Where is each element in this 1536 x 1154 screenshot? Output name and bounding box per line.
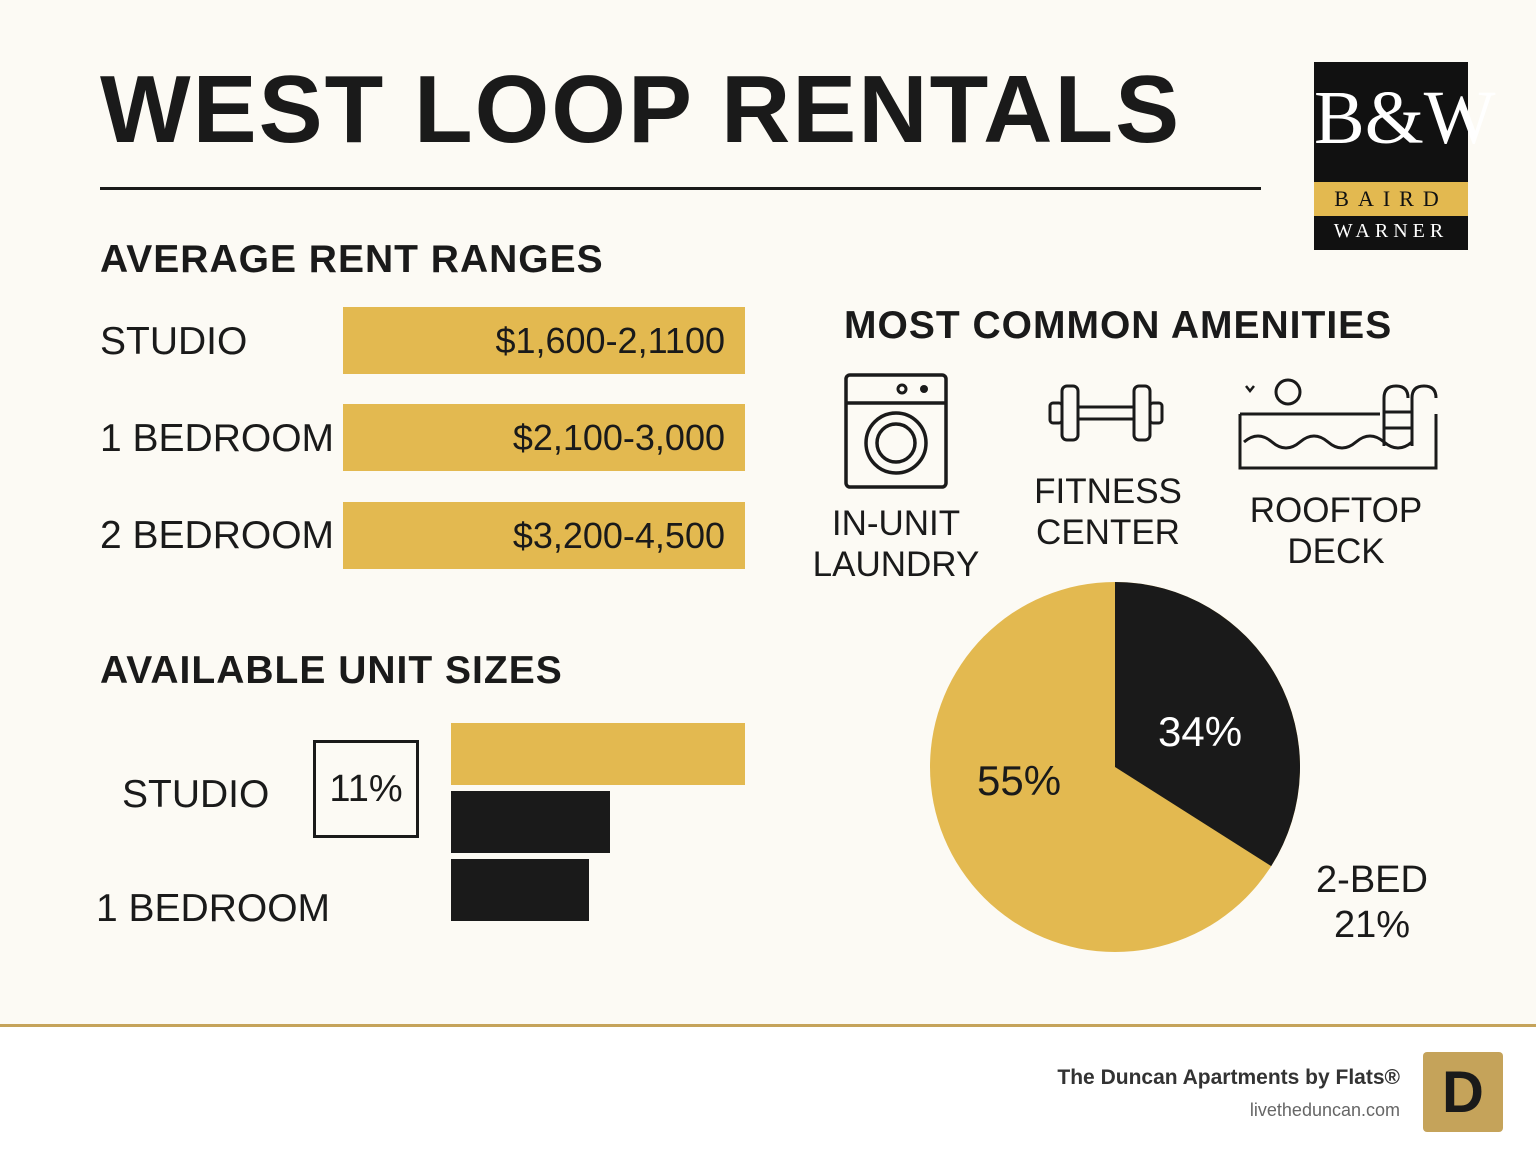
- amenity-label-laundry: IN-UNIT LAUNDRY: [812, 504, 980, 585]
- duncan-logo: D: [1423, 1052, 1503, 1132]
- sizes-label-studio: STUDIO: [122, 773, 270, 816]
- dumbbell-icon: [1048, 384, 1164, 442]
- pie-outside-line1: 2-BED: [1316, 859, 1428, 901]
- baird-warner-logo: B&W BAIRD WARNER: [1314, 62, 1496, 250]
- washing-machine-icon: [844, 373, 948, 489]
- sizes-heading: AVAILABLE UNIT SIZES: [100, 649, 563, 692]
- amenity-label-rooftop: ROOFTOP DECK: [1249, 491, 1423, 572]
- rent-value-1bed: $2,100-3,000: [512, 416, 725, 458]
- logo-line1: BAIRD: [1314, 182, 1468, 216]
- rent-value-2bed: $3,200-4,500: [512, 514, 725, 556]
- amenity-label-fitness: FITNESS CENTER: [1034, 472, 1182, 553]
- footer: [0, 1027, 1536, 1154]
- footer-name: The Duncan Apartments by Flats®: [1057, 1066, 1400, 1089]
- unit-size-bars: [451, 723, 745, 921]
- page-title: WEST LOOP RENTALS: [100, 56, 1182, 163]
- unit-size-bar: [451, 723, 745, 785]
- pie-label-gold: 55%: [977, 757, 1062, 804]
- footer-url[interactable]: livetheduncan.com: [1249, 1100, 1400, 1120]
- pie-slice-black: [1115, 582, 1300, 867]
- unit-size-bar: [451, 859, 589, 921]
- rent-value-studio: $1,600-2,1100: [495, 319, 725, 361]
- unit-size-bar: [451, 791, 610, 853]
- title-divider: [100, 187, 1261, 190]
- rent-label-1bed: 1 BEDROOM: [100, 417, 335, 460]
- logo-monogram: B&W: [1314, 76, 1496, 160]
- sizes-label-1bed: 1 BEDROOM: [96, 887, 331, 930]
- pie-outside-label: 2-BED 21%: [1302, 858, 1442, 948]
- logo-line2: WARNER: [1333, 220, 1449, 242]
- pie-label-black: 34%: [1158, 708, 1243, 755]
- pool-icon: [1238, 378, 1438, 470]
- amenities-heading: MOST COMMON AMENITIES: [844, 304, 1393, 347]
- rent-label-2bed: 2 BEDROOM: [100, 514, 335, 557]
- pie-outside-line2: 21%: [1333, 903, 1411, 946]
- unit-mix-pie-chart: [930, 582, 1300, 952]
- footer-divider: [0, 1024, 1536, 1027]
- rent-bar-2bed: $3,200-4,500: [343, 502, 745, 569]
- rent-bar-studio: $1,600-2,1100: [343, 307, 745, 374]
- studio-percent-box: 11%: [313, 740, 419, 838]
- rent-label-studio: STUDIO: [100, 320, 248, 363]
- rent-heading: AVERAGE RENT RANGES: [100, 238, 604, 281]
- rent-bar-1bed: $2,100-3,000: [343, 404, 745, 471]
